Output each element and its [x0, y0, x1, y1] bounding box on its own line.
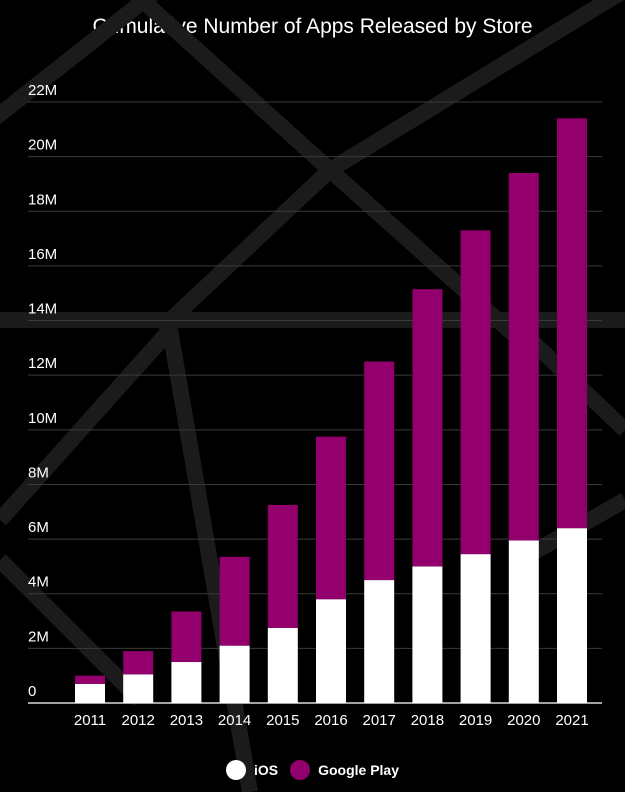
y-tick-label: 22M: [28, 82, 57, 99]
bar-ios-2017: [364, 580, 395, 703]
y-tick-label: 6M: [28, 519, 49, 536]
legend-swatch-google-play: [290, 760, 311, 780]
bar-ios-2014: [219, 645, 250, 703]
bar-google-play-2016: [316, 436, 346, 600]
x-tick-label: 2012: [122, 712, 155, 729]
bar-ios-2016: [316, 599, 346, 703]
y-tick-label: 0: [28, 683, 36, 700]
y-tick-label: 20M: [28, 137, 57, 154]
bar-ios-2013: [171, 662, 202, 703]
x-tick-label: 2015: [266, 712, 299, 729]
chart-title: Cumulative Number of Apps Released by St…: [92, 15, 533, 38]
bar-google-play-2013: [171, 611, 202, 663]
bar-ios-2018: [412, 566, 443, 703]
bar-google-play-2015: [267, 504, 298, 628]
bar-ios-2015: [267, 627, 298, 703]
y-tick-label: 16M: [28, 246, 57, 263]
bar-ios-2011: [75, 683, 105, 703]
x-tick-label: 2016: [314, 712, 347, 729]
bar-google-play-2020: [508, 173, 539, 541]
legend-item-google-play: Google Play: [290, 760, 399, 780]
y-tick-label: 8M: [28, 464, 49, 481]
y-tick-label: 4M: [28, 574, 49, 591]
bar-google-play-2021: [557, 118, 587, 529]
gridlines: [28, 101, 602, 704]
x-tick-label: 2018: [411, 712, 444, 729]
bar-google-play-2019: [460, 230, 491, 555]
x-tick-label: 2011: [74, 712, 106, 729]
bar-google-play-2017: [364, 361, 395, 581]
x-tick-label: 2021: [555, 712, 588, 729]
y-tick-label: 10M: [28, 410, 57, 427]
legend-swatch-ios: [225, 760, 246, 780]
bar-ios-2020: [508, 540, 539, 703]
y-tick-label: 18M: [28, 191, 57, 208]
y-tick-label: 14M: [28, 301, 57, 318]
bar-google-play-2012: [123, 651, 154, 675]
bar-ios-2019: [460, 554, 491, 703]
legend-label-ios: iOS: [253, 762, 279, 778]
bar-google-play-2018: [412, 289, 443, 567]
x-tick-label: 2020: [507, 712, 540, 729]
bar-google-play-2011: [75, 675, 105, 684]
x-tick-label: 2014: [218, 712, 251, 729]
bar-ios-2021: [557, 528, 587, 703]
legend-label-google-play: Google Play: [318, 762, 400, 778]
x-tick-label: 2017: [363, 712, 396, 729]
y-tick-label: 12M: [28, 355, 57, 372]
x-axis-ticks: 2011 2012 2013 2014 2015 2016 2017 2018 2019 2020…: [74, 712, 589, 729]
bars: [75, 118, 587, 703]
legend: iOS Google Play: [0, 760, 625, 780]
legend-item-ios: iOS: [225, 760, 279, 780]
x-tick-label: 2013: [170, 712, 203, 729]
y-axis-ticks: 0 2M 4M 6M 8M 10M 12M 14M 16M 18M 20M 22M: [28, 82, 57, 700]
bar-google-play-2014: [219, 556, 250, 646]
bar-ios-2012: [123, 674, 154, 703]
y-tick-label: 2M: [28, 628, 49, 645]
x-tick-label: 2019: [459, 712, 492, 729]
